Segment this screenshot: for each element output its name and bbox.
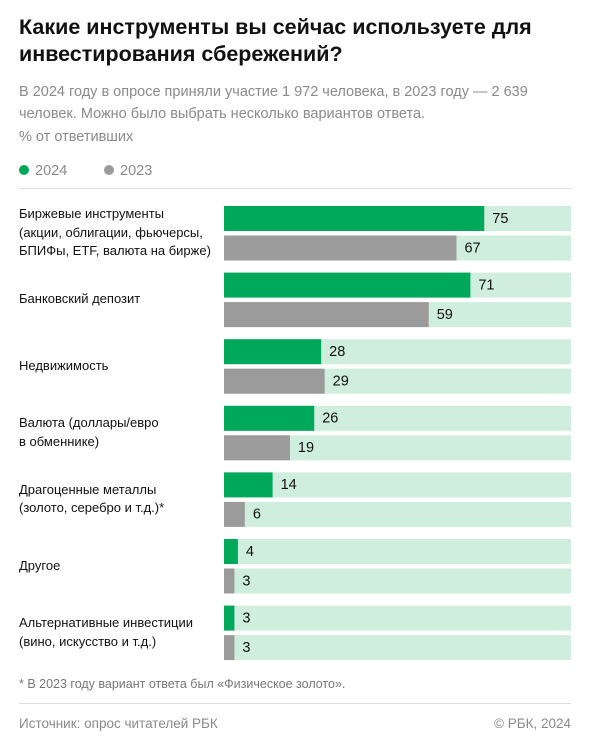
unit-label: % от ответивших — [19, 129, 134, 145]
value-label: 3 — [242, 573, 250, 589]
category-label: Альтернативные инвестиции (вино, искусст… — [19, 615, 194, 649]
value-label: 4 — [246, 544, 254, 560]
bar — [224, 568, 235, 594]
value-label: 71 — [478, 277, 494, 293]
value-label: 59 — [437, 307, 453, 323]
bar — [224, 339, 322, 365]
legend-label: 2023 — [120, 163, 152, 179]
credit: © РБК, 2024 — [494, 716, 571, 731]
legend-swatch — [104, 165, 114, 175]
category-label: Биржевые инструменты (акции, облигации, … — [19, 206, 211, 259]
bar-track — [224, 539, 571, 564]
category-label: Банковский депозит — [19, 291, 141, 307]
value-label: 26 — [322, 411, 338, 427]
value-label: 19 — [298, 440, 314, 456]
bar — [224, 635, 235, 661]
bar — [224, 435, 290, 461]
bar — [224, 472, 273, 498]
value-label: 28 — [329, 344, 345, 360]
legend-swatch — [19, 165, 29, 175]
category-label: Недвижимость — [19, 357, 109, 373]
value-label: 14 — [281, 477, 297, 493]
category-label: Валюта (доллары/евро в обменнике) — [19, 415, 159, 449]
bar — [224, 368, 325, 394]
value-label: 6 — [253, 507, 261, 523]
value-label: 75 — [492, 211, 508, 227]
chart-title: Какие инструменты вы сейчас используете … — [19, 15, 532, 66]
bar — [224, 539, 238, 564]
bar-track — [224, 568, 571, 594]
legend-label: 2024 — [35, 163, 67, 179]
subtitle: В 2024 году в опросе приняли участие 1 9… — [19, 84, 528, 122]
bar-track — [224, 605, 571, 631]
bar — [224, 501, 245, 527]
category-label: Драгоценные металлы (золото, серебро и т… — [19, 481, 165, 516]
bar — [224, 206, 485, 231]
value-label: 3 — [242, 610, 250, 626]
bar — [224, 272, 471, 298]
value-label: 3 — [242, 640, 250, 656]
bar — [224, 235, 457, 261]
bar-track — [224, 635, 571, 661]
value-label: 29 — [333, 374, 349, 390]
bar-track — [224, 501, 571, 527]
source: Источник: опрос читателей РБК — [19, 716, 218, 731]
category-label: Другое — [19, 557, 61, 573]
bar-track — [224, 472, 571, 498]
value-label: 67 — [464, 240, 480, 256]
bar — [224, 605, 235, 631]
bar — [224, 405, 315, 431]
footnote: * В 2023 году вариант ответа был «Физиче… — [19, 677, 346, 691]
bar — [224, 302, 429, 328]
